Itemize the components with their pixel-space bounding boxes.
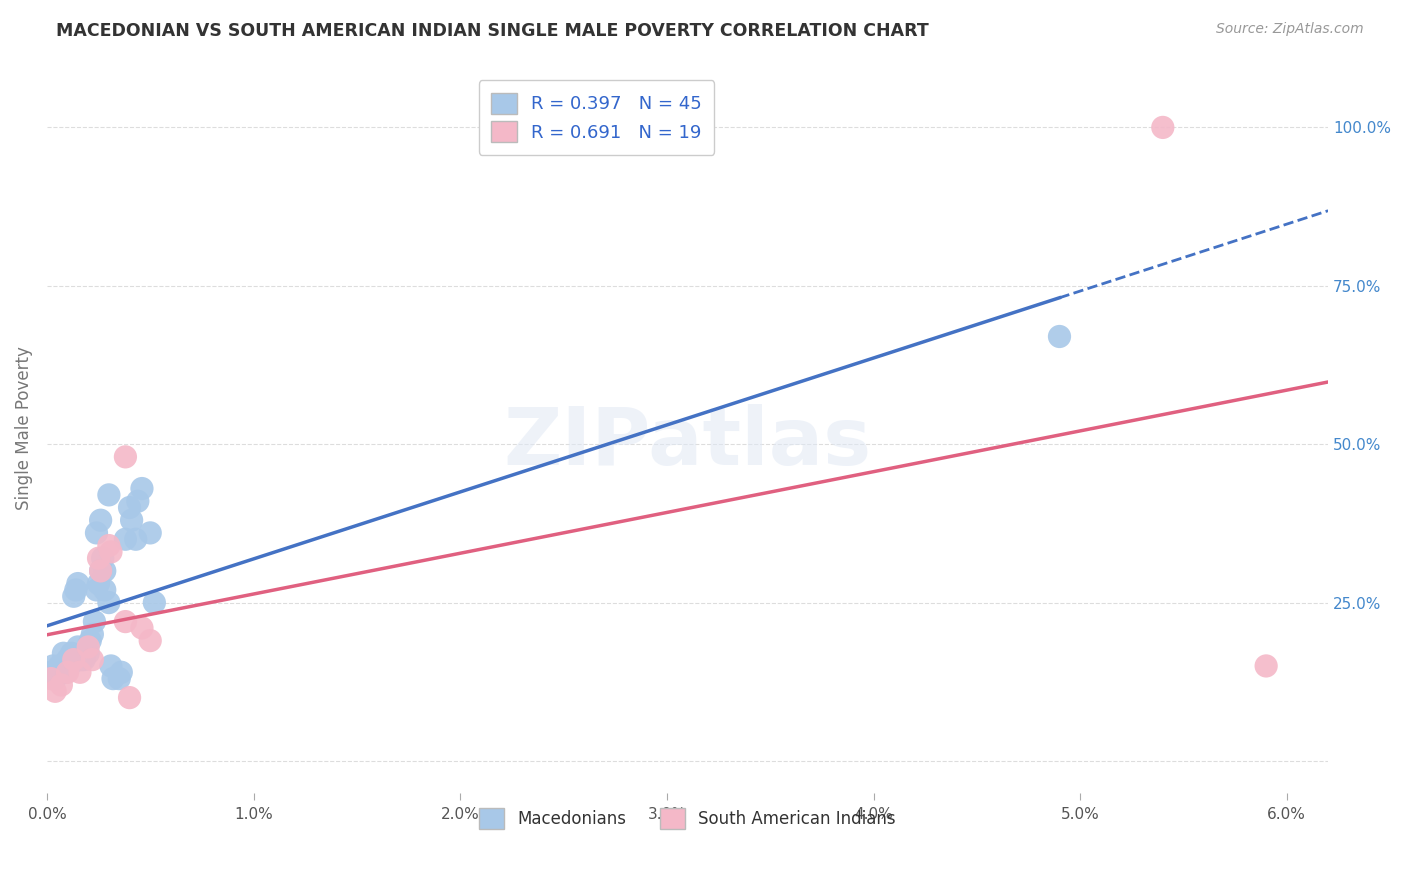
Point [55, 665, 77, 680]
Point [97, 596, 120, 610]
Point [114, 533, 136, 547]
Text: Source: ZipAtlas.com: Source: ZipAtlas.com [1216, 22, 1364, 37]
Point [94, 564, 117, 578]
Point [139, 633, 162, 648]
Point [114, 450, 136, 464]
Point [51, 659, 73, 673]
Point [48, 659, 70, 673]
Point [73, 652, 96, 666]
Point [70, 652, 93, 666]
Point [56, 652, 79, 666]
Legend: Macedonians, South American Indians: Macedonians, South American Indians [472, 802, 903, 835]
Text: MACEDONIAN VS SOUTH AMERICAN INDIAN SINGLE MALE POVERTY CORRELATION CHART: MACEDONIAN VS SOUTH AMERICAN INDIAN SING… [56, 22, 929, 40]
Point [66, 576, 89, 591]
Point [65, 582, 87, 597]
Point [60, 646, 83, 660]
Point [86, 525, 108, 540]
Point [101, 672, 124, 686]
Point [100, 545, 122, 559]
Point [42, 659, 65, 673]
Point [1152, 120, 1174, 135]
Point [66, 640, 89, 654]
Point [108, 672, 131, 686]
Point [69, 652, 91, 666]
Point [87, 576, 110, 591]
Point [125, 533, 148, 547]
Point [51, 678, 73, 692]
Point [52, 646, 75, 660]
Point [121, 513, 143, 527]
Text: ZIPatlas: ZIPatlas [503, 404, 872, 482]
Point [44, 684, 66, 698]
Point [139, 525, 162, 540]
Point [143, 596, 166, 610]
Point [118, 500, 141, 515]
Point [90, 564, 112, 578]
Point [90, 564, 112, 578]
Point [131, 621, 153, 635]
Point [44, 672, 66, 686]
Point [114, 615, 136, 629]
Point [62, 652, 84, 666]
Point [83, 615, 105, 629]
Point [56, 665, 79, 680]
Point [39, 665, 62, 680]
Point [97, 539, 120, 553]
Point [1256, 659, 1278, 673]
Point [100, 659, 122, 673]
Point [46, 665, 69, 680]
Point [39, 672, 62, 686]
Point [77, 646, 100, 660]
Point [59, 659, 82, 673]
Point [82, 627, 104, 641]
Point [79, 633, 101, 648]
Point [91, 551, 114, 566]
Point [110, 665, 132, 680]
Point [94, 582, 117, 597]
Point [127, 494, 149, 508]
Point [1049, 329, 1071, 343]
Point [90, 513, 112, 527]
Point [77, 640, 100, 654]
Point [87, 551, 110, 566]
Y-axis label: Single Male Poverty: Single Male Poverty [15, 346, 32, 510]
Point [97, 488, 120, 502]
Point [62, 589, 84, 603]
Point [82, 652, 104, 666]
Point [131, 482, 153, 496]
Point [118, 690, 141, 705]
Point [69, 665, 91, 680]
Point [86, 582, 108, 597]
